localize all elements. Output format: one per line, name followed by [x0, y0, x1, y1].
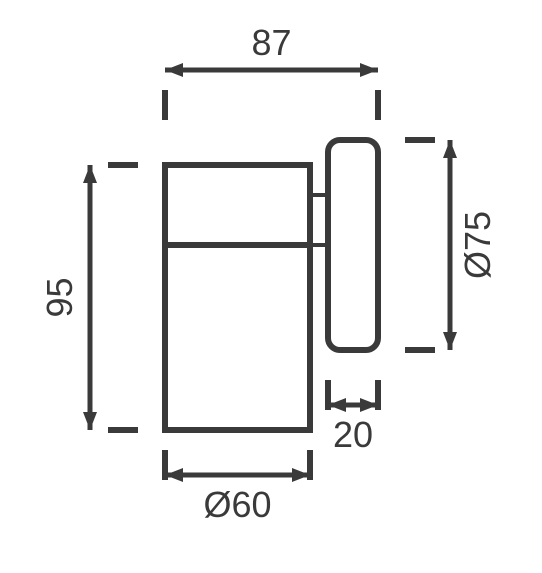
dim-right-label: Ø75	[457, 211, 498, 279]
dim-bottom-cylinder: Ø60	[165, 450, 310, 525]
mounting-plate	[328, 140, 378, 350]
dim-top: 87	[165, 22, 378, 120]
dim-right: Ø75	[405, 140, 498, 350]
dim-bottom-plate-label: 20	[333, 414, 373, 455]
technical-drawing: 87 95 Ø75 Ø60 20	[0, 0, 542, 573]
dim-top-label: 87	[251, 22, 291, 63]
dim-bottom-plate: 20	[328, 380, 378, 455]
cylinder-body	[165, 165, 310, 430]
dim-bottom-cyl-label: Ø60	[203, 484, 271, 525]
dim-left-label: 95	[39, 277, 80, 317]
dim-left: 95	[39, 165, 138, 430]
